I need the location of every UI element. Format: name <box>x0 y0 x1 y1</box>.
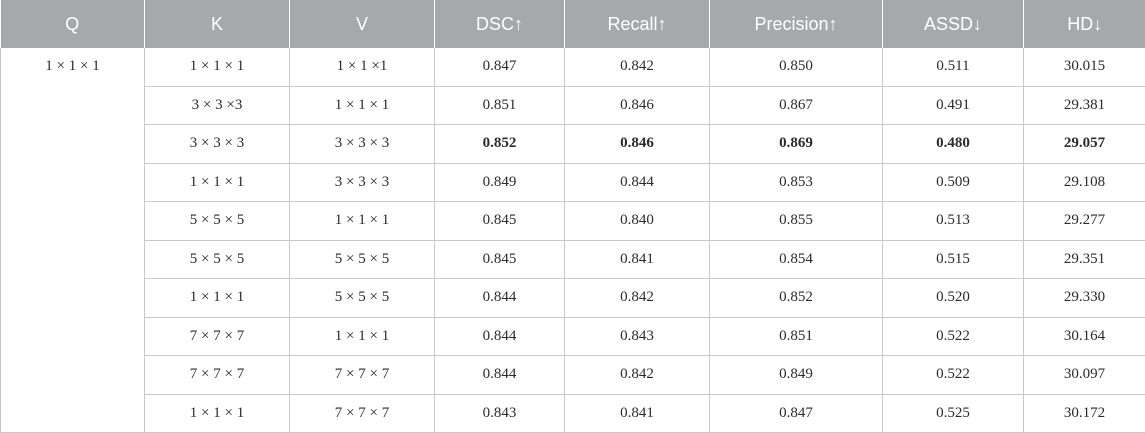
cell-k: 5 × 5 × 5 <box>144 239 290 279</box>
cell-v: 1 × 1 × 1 <box>289 201 435 241</box>
cell-precision: 0.855 <box>709 201 883 241</box>
cell-precision: 0.847 <box>709 393 883 433</box>
cell-v: 5 × 5 × 5 <box>289 239 435 279</box>
cell-assd: 0.522 <box>882 355 1024 395</box>
cell-hd: 30.164 <box>1023 316 1145 356</box>
cell-assd: 0.513 <box>882 201 1024 241</box>
cell-hd: 30.172 <box>1023 393 1145 433</box>
cell-precision: 0.853 <box>709 162 883 202</box>
cell-dsc: 0.844 <box>434 355 565 395</box>
cell-k: 1 × 1 × 1 <box>144 393 290 433</box>
cell-hd: 29.277 <box>1023 201 1145 241</box>
cell-v: 3 × 3 × 3 <box>289 124 435 164</box>
header-dsc: DSC↑ <box>434 0 565 48</box>
cell-k: 1 × 1 × 1 <box>144 48 290 87</box>
cell-precision: 0.867 <box>709 85 883 125</box>
cell-recall: 0.842 <box>564 48 710 87</box>
cell-precision: 0.851 <box>709 316 883 356</box>
cell-recall: 0.846 <box>564 85 710 125</box>
header-q: Q <box>0 0 145 48</box>
cell-assd: 0.520 <box>882 278 1024 318</box>
cell-hd: 30.015 <box>1023 48 1145 87</box>
cell-recall: 0.842 <box>564 278 710 318</box>
cell-precision: 0.852 <box>709 278 883 318</box>
cell-hd: 29.330 <box>1023 278 1145 318</box>
cell-dsc: 0.852 <box>434 124 565 164</box>
cell-dsc: 0.845 <box>434 201 565 241</box>
cell-hd: 29.351 <box>1023 239 1145 279</box>
cell-recall: 0.846 <box>564 124 710 164</box>
cell-v: 1 × 1 × 1 <box>289 316 435 356</box>
cell-precision: 0.849 <box>709 355 883 395</box>
cell-recall: 0.841 <box>564 393 710 433</box>
cell-assd: 0.515 <box>882 239 1024 279</box>
cell-q: 1 × 1 × 1 <box>0 48 145 433</box>
cell-recall: 0.841 <box>564 239 710 279</box>
cell-dsc: 0.844 <box>434 278 565 318</box>
cell-v: 7 × 7 × 7 <box>289 393 435 433</box>
cell-k: 3 × 3 ×3 <box>144 85 290 125</box>
cell-assd: 0.522 <box>882 316 1024 356</box>
cell-dsc: 0.843 <box>434 393 565 433</box>
table-row: 3 × 3 ×3 1 × 1 × 1 0.851 0.846 0.867 0.491 29.… <box>1 85 1145 125</box>
cell-v: 7 × 7 × 7 <box>289 355 435 395</box>
cell-v: 1 × 1 ×1 <box>289 48 435 87</box>
cell-dsc: 0.851 <box>434 85 565 125</box>
header-row: Q K V DSC↑ Recall↑ Precision↑ ASSD↓ HD↓ <box>0 0 1145 48</box>
cell-hd: 30.097 <box>1023 355 1145 395</box>
cell-assd: 0.525 <box>882 393 1024 433</box>
header-k: K <box>144 0 290 48</box>
cell-v: 3 × 3 × 3 <box>289 162 435 202</box>
cell-dsc: 0.845 <box>434 239 565 279</box>
cell-assd: 0.480 <box>882 124 1024 164</box>
cell-recall: 0.843 <box>564 316 710 356</box>
header-precision: Precision↑ <box>709 0 883 48</box>
cell-dsc: 0.847 <box>434 48 565 87</box>
cell-precision: 0.850 <box>709 48 883 87</box>
cell-v: 1 × 1 × 1 <box>289 85 435 125</box>
header-recall: Recall↑ <box>564 0 710 48</box>
header-assd: ASSD↓ <box>882 0 1024 48</box>
cell-assd: 0.491 <box>882 85 1024 125</box>
cell-hd: 29.057 <box>1023 124 1145 164</box>
cell-precision: 0.869 <box>709 124 883 164</box>
cell-recall: 0.840 <box>564 201 710 241</box>
cell-hd: 29.381 <box>1023 85 1145 125</box>
cell-dsc: 0.849 <box>434 162 565 202</box>
cell-hd: 29.108 <box>1023 162 1145 202</box>
cell-k: 7 × 7 × 7 <box>144 316 290 356</box>
cell-v: 5 × 5 × 5 <box>289 278 435 318</box>
header-hd: HD↓ <box>1023 0 1145 48</box>
cell-assd: 0.509 <box>882 162 1024 202</box>
cell-recall: 0.842 <box>564 355 710 395</box>
header-v: V <box>289 0 435 48</box>
cell-k: 1 × 1 × 1 <box>144 278 290 318</box>
cell-k: 3 × 3 × 3 <box>144 124 290 164</box>
cell-k: 7 × 7 × 7 <box>144 355 290 395</box>
cell-assd: 0.511 <box>882 48 1024 87</box>
cell-k: 5 × 5 × 5 <box>144 201 290 241</box>
cell-k: 1 × 1 × 1 <box>144 162 290 202</box>
cell-dsc: 0.844 <box>434 316 565 356</box>
cell-precision: 0.854 <box>709 239 883 279</box>
cell-recall: 0.844 <box>564 162 710 202</box>
